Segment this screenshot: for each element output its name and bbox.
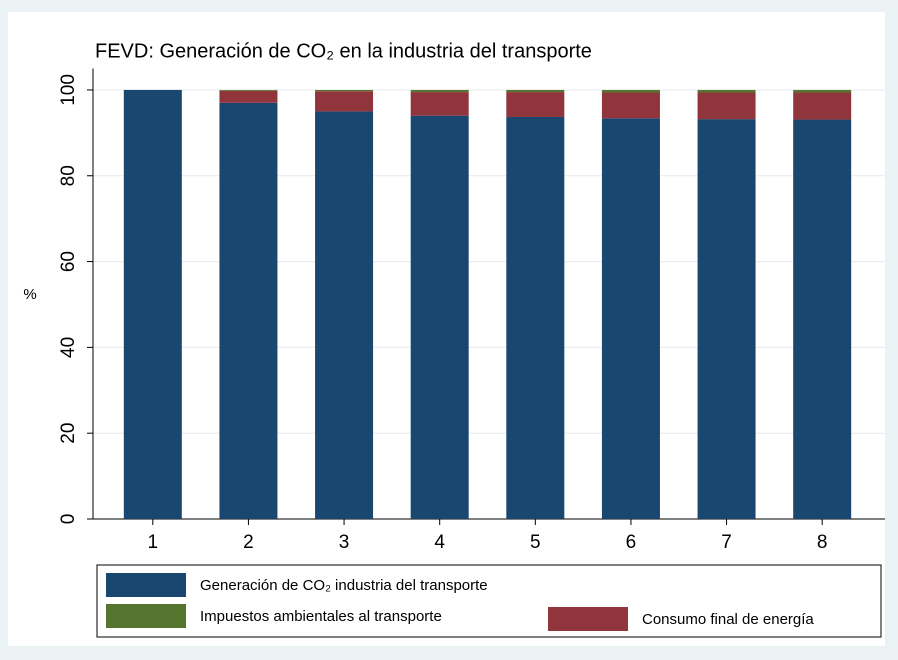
bar-segment: [697, 89, 756, 93]
y-tick-label: 0: [58, 514, 79, 525]
bar-segment: [219, 90, 278, 103]
x-tick-label: 1: [148, 532, 159, 553]
y-tick-label: 20: [58, 423, 79, 444]
x-tick-label: 5: [530, 532, 541, 553]
bar-segment: [793, 89, 852, 93]
bar-segment: [219, 102, 278, 520]
x-tick-label: 7: [721, 532, 732, 553]
x-tick-label: 3: [339, 532, 350, 553]
bar-segment: [793, 92, 852, 120]
bar-segment: [697, 92, 756, 120]
bar-segment: [315, 91, 374, 112]
legend-swatch: [106, 573, 186, 597]
bar-segment: [410, 89, 469, 93]
legend-label: Generación de CO₂ industria del transpor…: [200, 577, 488, 594]
bar-segment: [506, 89, 565, 93]
bar-segment: [601, 118, 660, 519]
y-tick-label: 100: [58, 74, 79, 106]
bar-segment: [793, 119, 852, 519]
legend-swatch: [106, 604, 186, 628]
y-tick-label: 80: [58, 165, 79, 186]
bar-segment: [410, 115, 469, 519]
legend-swatch: [548, 607, 628, 631]
x-tick-label: 2: [243, 532, 254, 553]
bar-segment: [123, 89, 182, 519]
x-tick-label: 8: [817, 532, 828, 553]
y-tick-label: 40: [58, 337, 79, 358]
bar-segment: [219, 89, 278, 91]
chart-title: FEVD: Generación de CO₂ en la industria …: [95, 40, 592, 62]
y-tick-label: 60: [58, 251, 79, 272]
bar-segment: [506, 116, 565, 519]
x-tick-label: 6: [626, 532, 637, 553]
legend: Generación de CO₂ industria del transpor…: [106, 573, 814, 631]
legend-box: [96, 564, 882, 638]
legend-label: Impuestos ambientales al transporte: [200, 608, 442, 625]
bar-segment: [506, 92, 565, 117]
bar-segment: [601, 92, 660, 119]
bar-segment: [410, 92, 469, 116]
legend-label: Consumo final de energía: [642, 611, 814, 628]
bar-segment: [697, 119, 756, 519]
bar-segment: [315, 89, 374, 92]
bar-segment: [315, 111, 374, 520]
x-tick-label: 4: [434, 532, 445, 553]
y-axis-label: %: [23, 286, 36, 303]
bar-segment: [601, 89, 660, 93]
